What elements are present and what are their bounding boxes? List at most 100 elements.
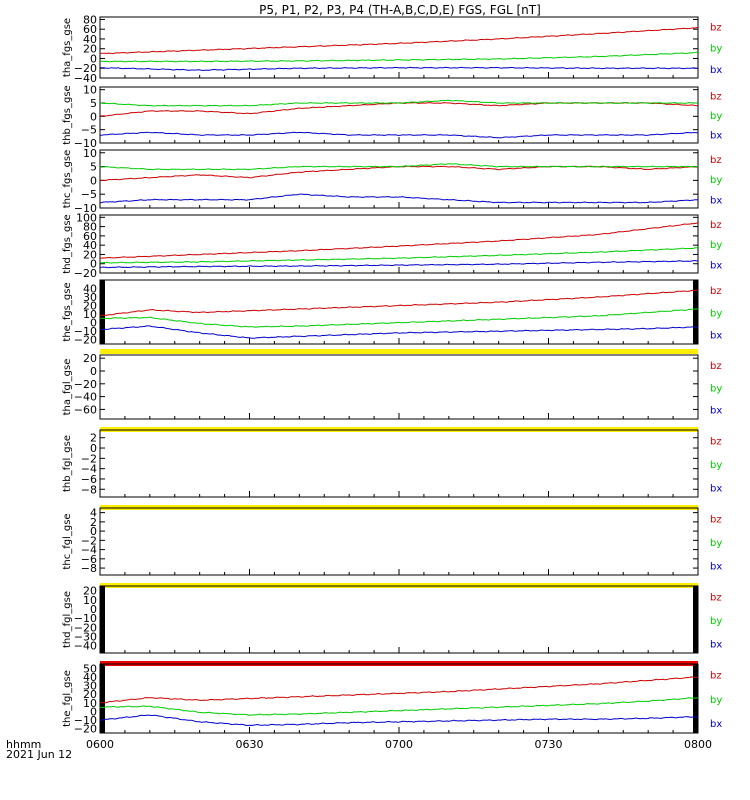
y-tick-label-tha_fgl_gse-3: 0 — [90, 365, 97, 378]
y-tick-label-thc_fgl_gse-5: 2 — [90, 516, 97, 529]
y-axis-label-thc_fgl_gse: thc_fgl_gse — [62, 513, 73, 569]
legend-bz-thd_fgl_gse: bz — [710, 592, 722, 603]
y-tick-label-thc_fgl_gse-2: −4 — [81, 544, 97, 557]
y-tick-label-the_fgl_gse-2: 0 — [90, 705, 97, 718]
y-tick-label-thd_fgl_gse-5: 10 — [83, 594, 97, 607]
series-bx-thc_fgs_gse — [99, 193, 699, 204]
panel-frame-tha_fgl_gse — [99, 354, 699, 420]
y-tick-label-thd_fgs_gse-3: 40 — [83, 239, 97, 252]
y-axis-label-thb_fgs_gse: thb_fgs_gse — [62, 85, 73, 144]
y-tick-label-thd_fgs_gse-5: 80 — [83, 221, 97, 234]
mode-bar-tha_fgl_gse — [100, 349, 698, 354]
y-tick-label-tha_fgs_gse-4: 40 — [83, 33, 97, 46]
legend-bz-thb_fgs_gse: bz — [710, 92, 722, 103]
data-gap-right-the_fgs_gse — [693, 280, 698, 344]
y-tick-label-the_fgl_gse-0: −20 — [74, 723, 97, 736]
y-tick-label-thd_fgl_gse-0: −40 — [74, 640, 97, 653]
x-tick-label-0800: 0800 — [684, 738, 712, 751]
series-bx-the_fgs_gse — [99, 325, 699, 339]
legend-by-thc_fgl_gse: by — [710, 538, 722, 549]
legend-bz-the_fgl_gse: bz — [710, 671, 722, 682]
legend-bz-thc_fgs_gse: bz — [710, 155, 722, 166]
x-axis-label-hhmm: hhmm — [6, 738, 41, 751]
panel-frame-thd_fgs_gse — [99, 214, 699, 274]
y-tick-label-thc_fgl_gse-0: −8 — [81, 562, 97, 575]
legend-bz-tha_fgs_gse: bz — [710, 22, 722, 33]
y-tick-label-the_fgs_gse-3: 10 — [83, 308, 97, 321]
series-bx-thd_fgs_gse — [99, 259, 698, 269]
y-tick-label-thd_fgs_gse-6: 100 — [76, 211, 97, 224]
y-tick-label-the_fgl_gse-7: 50 — [83, 662, 97, 675]
series-bx-thb_fgs_gse — [99, 131, 698, 139]
y-axis-label-thc_fgs_gse: thc_fgs_gse — [62, 150, 73, 209]
x-tick-label-0700: 0700 — [385, 738, 413, 751]
y-tick-label-thd_fgs_gse-0: −20 — [74, 267, 97, 280]
y-axis-label-thd_fgs_gse: thd_fgs_gse — [62, 214, 73, 273]
y-tick-label-tha_fgs_gse-1: −20 — [74, 62, 97, 75]
x-tick-label-0630: 0630 — [236, 738, 264, 751]
legend-bx-thb_fgs_gse: bx — [710, 131, 722, 142]
y-tick-label-thb_fgs_gse-3: 5 — [90, 97, 97, 110]
legend-bx-thd_fgl_gse: bx — [710, 639, 722, 650]
y-tick-label-tha_fgs_gse-5: 60 — [83, 23, 97, 36]
series-bx-the_fgl_gse — [99, 714, 699, 727]
series-bz-tha_fgs_gse — [99, 27, 699, 55]
y-tick-label-the_fgs_gse-1: −10 — [74, 325, 97, 338]
y-axis-label-thb_fgl_gse: thb_fgl_gse — [62, 435, 73, 492]
data-gap-left-the_fgs_gse — [100, 280, 105, 344]
data-gap-right-thd_fgl_gse — [693, 586, 698, 653]
chart-title: P5, P1, P2, P3, P4 (TH-A,B,C,D,E) FGS, F… — [259, 3, 541, 17]
y-tick-label-thc_fgs_gse-3: 5 — [90, 161, 97, 174]
legend-by-tha_fgs_gse: by — [710, 44, 722, 55]
y-tick-label-thb_fgl_gse-2: −4 — [81, 463, 97, 476]
series-by-the_fgl_gse — [99, 697, 699, 716]
y-tick-label-thd_fgs_gse-4: 60 — [83, 230, 97, 243]
legend-bx-tha_fgl_gse: bx — [710, 406, 722, 417]
y-tick-label-the_fgl_gse-4: 20 — [83, 688, 97, 701]
legend-by-thd_fgl_gse: by — [710, 616, 722, 627]
y-tick-label-thb_fgl_gse-1: −6 — [81, 473, 97, 486]
legend-by-tha_fgl_gse: by — [710, 383, 722, 394]
legend-bx-thb_fgl_gse: bx — [710, 483, 722, 494]
y-tick-label-the_fgs_gse-4: 20 — [83, 300, 97, 313]
legend-bz-the_fgs_gse: bz — [710, 286, 722, 297]
y-tick-label-tha_fgs_gse-2: 0 — [90, 52, 97, 65]
y-tick-label-thd_fgl_gse-6: 20 — [83, 585, 97, 598]
x-tick-label-0730: 0730 — [535, 738, 563, 751]
y-tick-label-thc_fgs_gse-0: −10 — [74, 202, 97, 215]
legend-bx-tha_fgs_gse: bx — [710, 65, 722, 76]
legend-bz-tha_fgl_gse: bz — [710, 361, 722, 372]
y-tick-label-the_fgs_gse-6: 40 — [83, 283, 97, 296]
legend-bx-thc_fgs_gse: bx — [710, 195, 722, 206]
y-tick-label-thb_fgl_gse-0: −8 — [81, 483, 97, 496]
y-tick-label-thc_fgl_gse-4: 0 — [90, 525, 97, 538]
legend-bz-thb_fgl_gse: bz — [710, 436, 722, 447]
y-tick-label-thb_fgs_gse-2: 0 — [90, 110, 97, 123]
y-tick-label-the_fgl_gse-5: 30 — [83, 680, 97, 693]
panel-frame-tha_fgs_gse — [99, 16, 699, 79]
y-tick-label-tha_fgs_gse-6: 80 — [83, 13, 97, 26]
y-tick-label-thb_fgl_gse-5: 2 — [90, 432, 97, 445]
legend-bz-thd_fgs_gse: bz — [710, 220, 722, 231]
panel-frame-the_fgl_gse — [99, 663, 699, 734]
series-bz-the_fgl_gse — [100, 676, 699, 704]
y-tick-label-the_fgl_gse-6: 40 — [83, 671, 97, 684]
series-bz-thb_fgs_gse — [99, 101, 699, 117]
y-tick-label-thc_fgs_gse-2: 0 — [90, 174, 97, 187]
legend-bx-thc_fgl_gse: bx — [710, 561, 722, 572]
series-by-thb_fgs_gse — [99, 99, 699, 107]
y-tick-label-thd_fgs_gse-2: 20 — [83, 248, 97, 261]
legend-by-the_fgs_gse: by — [710, 308, 722, 319]
legend-bz-thc_fgl_gse: bz — [710, 514, 722, 525]
series-bz-the_fgs_gse — [99, 289, 699, 317]
legend-bx-thd_fgs_gse: bx — [710, 260, 722, 271]
series-by-the_fgs_gse — [100, 308, 699, 328]
